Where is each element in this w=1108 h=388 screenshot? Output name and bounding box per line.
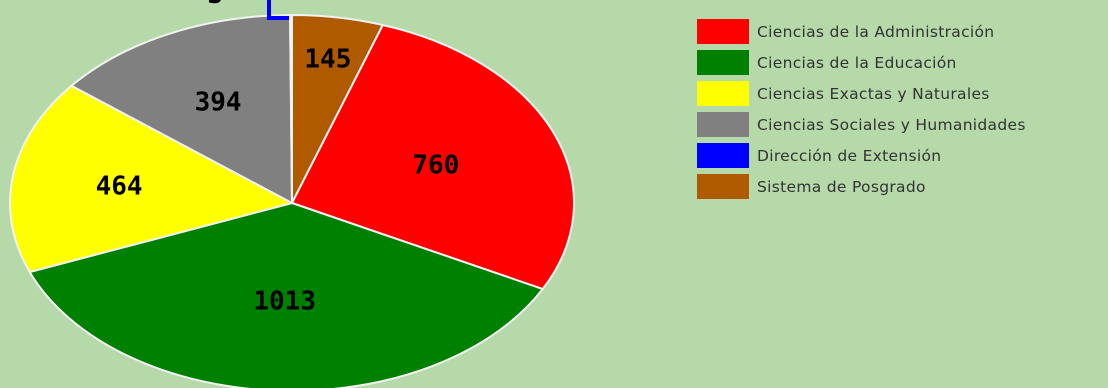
legend-label: Dirección de Extensión	[757, 146, 942, 165]
pie-slice-direccion-de-extension	[289, 13, 293, 204]
legend-swatch	[697, 19, 749, 44]
pie-value-labels: 145 760 1013 464 394 3	[96, 0, 460, 317]
legend-swatch	[697, 143, 749, 168]
pie-value-label-sistema-de-posgrado: 145	[304, 44, 351, 74]
legend-item-sistema-de-posgrado: Sistema de Posgrado	[697, 171, 1108, 202]
legend-swatch	[697, 50, 749, 75]
pie-value-label-ciencias-de-la-educacion: 1013	[253, 287, 316, 317]
pie-slices	[9, 13, 575, 388]
legend-item-direccion-de-extension: Dirección de Extensión	[697, 140, 1108, 171]
pie-plot-area: 145 760 1013 464 394 3	[9, 0, 575, 388]
pie-slice-ciencias-sociales-y-humanidades	[70, 14, 293, 204]
legend-swatch	[697, 112, 749, 137]
legend-label: Ciencias Sociales y Humanidades	[757, 115, 1026, 134]
pie-value-label-ciencias-exactas-y-naturales: 464	[96, 172, 143, 202]
pie-value-label-ciencias-de-la-administracion: 760	[412, 150, 459, 180]
pie-slice-ciencias-exactas-y-naturales	[9, 84, 293, 274]
pie-slice-ciencias-de-la-administracion	[291, 24, 575, 291]
legend-label: Ciencias de la Administración	[757, 22, 995, 41]
legend-label: Ciencias Exactas y Naturales	[757, 84, 990, 103]
pie-slice-ciencias-de-la-educacion	[28, 202, 544, 388]
legend-swatch	[697, 174, 749, 199]
legend-item-ciencias-exactas-y-naturales: Ciencias Exactas y Naturales	[697, 78, 1108, 109]
legend-label: Ciencias de la Educación	[757, 53, 957, 72]
legend-item-ciencias-sociales-y-humanidades: Ciencias Sociales y Humanidades	[697, 109, 1108, 140]
legend-item-ciencias-de-la-educacion: Ciencias de la Educación	[697, 47, 1108, 78]
legend-swatch	[697, 81, 749, 106]
leader-lines	[267, 0, 289, 20]
pie-value-label-ciencias-sociales-y-humanidades: 394	[195, 88, 242, 118]
legend-label: Sistema de Posgrado	[757, 177, 926, 196]
leader-line-direccion-de-extension	[267, 0, 289, 20]
legend-item-ciencias-de-la-administracion: Ciencias de la Administración	[697, 16, 1108, 47]
chart-legend: Ciencias de la Administración Ciencias d…	[697, 16, 1108, 202]
pie-value-label-direccion-de-extension: 3	[207, 0, 223, 10]
